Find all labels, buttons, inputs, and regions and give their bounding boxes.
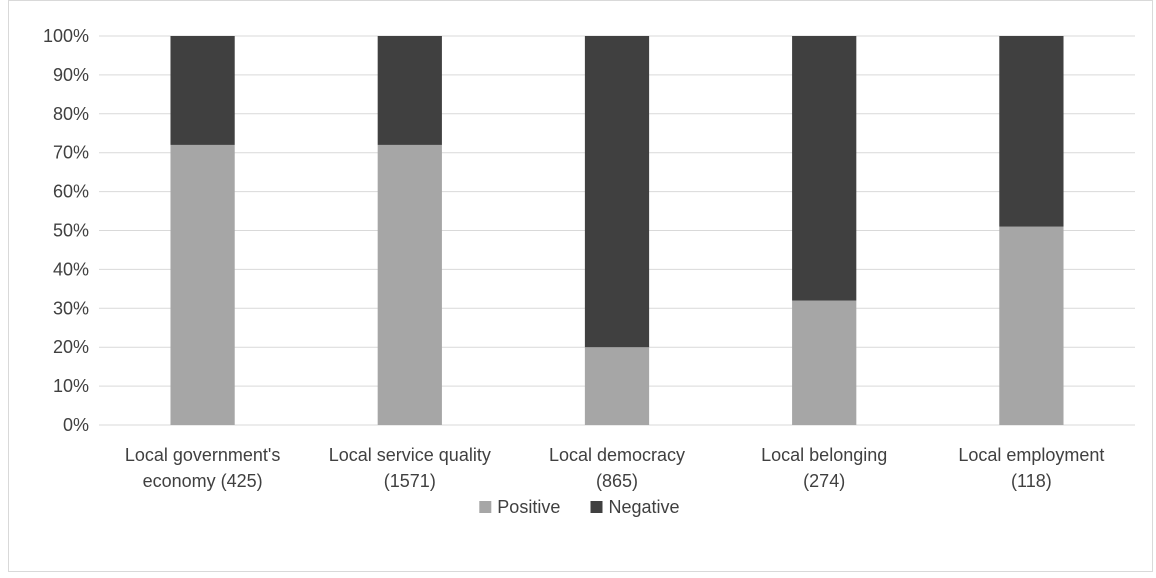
legend-swatch (479, 501, 492, 513)
legend: Positive Negative (479, 497, 680, 517)
y-tick-label: 60% (53, 182, 89, 202)
bar-negative-1 (170, 36, 235, 145)
x-tick-label: Local employment (118) (958, 445, 1104, 491)
chart-frame: 0% 10% 20% 30% 40% 50% 60% 70% 80% 90% 100% Local … (8, 0, 1153, 572)
y-tick-label: 40% (53, 259, 89, 279)
legend-item-negative: Negative (590, 497, 680, 517)
bar-positive-4 (792, 300, 857, 425)
y-tick-label: 90% (53, 65, 89, 85)
bar-negative-3 (584, 36, 650, 348)
x-tick-label: Local service quality (1571) (329, 445, 491, 491)
stacked-bar-chart: 0% 10% 20% 30% 40% 50% 60% 70% 80% 90% 100% Local … (43, 26, 1135, 517)
y-tick-label: 30% (53, 298, 89, 318)
x-tick-label: Local democracy (865) (549, 445, 685, 491)
bar-negative-4 (792, 36, 857, 301)
y-tick-label: 100% (43, 26, 89, 46)
y-tick-label: 80% (53, 104, 89, 124)
x-tick-label: Local belonging (274) (761, 445, 887, 491)
bar-negative-2 (377, 36, 442, 145)
bars (170, 36, 1064, 426)
y-tick-label: 10% (53, 376, 89, 396)
legend-item-positive: Positive (479, 497, 560, 517)
bar-negative-5 (999, 36, 1064, 227)
bar-positive-5 (999, 226, 1064, 425)
y-tick-label: 50% (53, 221, 89, 241)
legend-label: Positive (497, 497, 560, 517)
x-tick-label: Local government's economy (425) (125, 445, 281, 491)
y-tick-label: 0% (63, 415, 89, 435)
y-tick-label: 70% (53, 143, 89, 163)
y-axis-tick-labels: 0% 10% 20% 30% 40% 50% 60% 70% 80% 90% 100% (43, 26, 89, 435)
legend-label: Negative (609, 497, 680, 517)
legend-swatch (590, 501, 603, 513)
bar-positive-2 (377, 144, 442, 426)
x-axis-tick-labels: Local government's economy (425) Local ser… (125, 445, 1105, 491)
bar-positive-1 (170, 144, 235, 426)
y-tick-label: 20% (53, 337, 89, 357)
bar-positive-3 (584, 347, 650, 425)
